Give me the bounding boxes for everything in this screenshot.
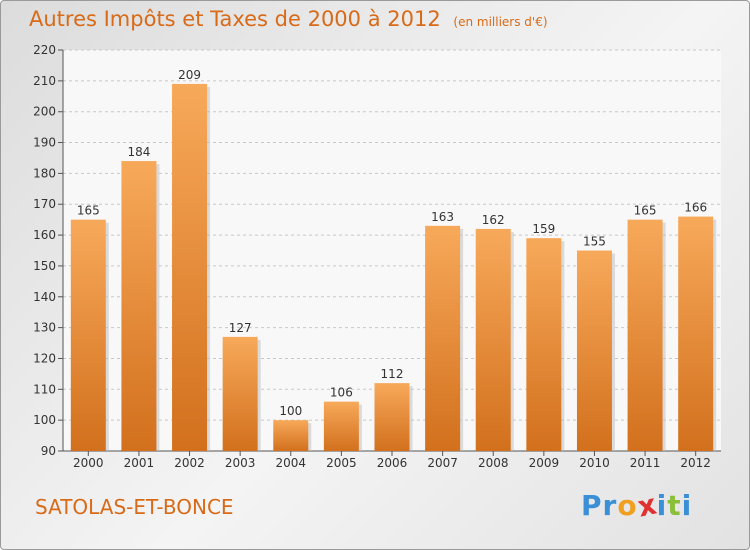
data-label: 100 bbox=[279, 404, 302, 418]
x-tick-label: 2003 bbox=[225, 456, 256, 470]
bar bbox=[121, 161, 157, 452]
bar bbox=[273, 420, 309, 451]
x-tick-label: 2012 bbox=[680, 456, 711, 470]
bar bbox=[222, 336, 258, 451]
data-label: 162 bbox=[482, 213, 505, 227]
bar bbox=[425, 225, 461, 451]
bar bbox=[576, 250, 612, 451]
data-label: 106 bbox=[330, 386, 353, 400]
y-tick-label: 220 bbox=[33, 43, 56, 57]
logo-letter: i bbox=[656, 489, 668, 522]
y-tick-label: 110 bbox=[33, 382, 56, 396]
data-label: 165 bbox=[77, 204, 100, 218]
data-label: 155 bbox=[583, 235, 606, 249]
y-tick-label: 90 bbox=[41, 444, 56, 458]
logo-letter: r bbox=[602, 489, 618, 522]
data-label: 165 bbox=[634, 204, 657, 218]
x-tick-label: 2011 bbox=[630, 456, 661, 470]
x-tick-label: 2007 bbox=[427, 456, 458, 470]
bar bbox=[475, 228, 511, 451]
bar bbox=[172, 83, 208, 451]
y-tick-label: 180 bbox=[33, 166, 56, 180]
y-tick-label: 210 bbox=[33, 74, 56, 88]
x-tick-label: 2008 bbox=[478, 456, 509, 470]
bar bbox=[374, 383, 410, 451]
y-tick-label: 150 bbox=[33, 259, 56, 273]
data-label: 159 bbox=[532, 222, 555, 236]
x-tick-label: 2004 bbox=[275, 456, 306, 470]
x-tick-label: 2002 bbox=[174, 456, 205, 470]
y-tick-label: 160 bbox=[33, 228, 56, 242]
y-tick-label: 200 bbox=[33, 105, 56, 119]
y-tick-label: 190 bbox=[33, 136, 56, 150]
x-tick-label: 2005 bbox=[326, 456, 357, 470]
data-label: 184 bbox=[127, 145, 150, 159]
x-tick-label: 2010 bbox=[579, 456, 610, 470]
data-label: 166 bbox=[684, 201, 707, 215]
logo-letter: P bbox=[581, 489, 603, 522]
bar bbox=[323, 401, 359, 451]
y-tick-label: 140 bbox=[33, 290, 56, 304]
bar bbox=[526, 238, 562, 451]
x-tick-label: 2001 bbox=[124, 456, 155, 470]
logo-letter: t bbox=[667, 489, 682, 522]
proxiti-logo: Proxiti bbox=[581, 487, 693, 523]
logo-letter: o bbox=[617, 489, 638, 522]
chart-title: Autres Impôts et Taxes de 2000 à 2012 (e… bbox=[29, 7, 548, 31]
x-tick-label: 2000 bbox=[73, 456, 104, 470]
data-label: 112 bbox=[381, 367, 404, 381]
data-label: 127 bbox=[229, 321, 252, 335]
data-label: 163 bbox=[431, 210, 454, 224]
logo-letter: i bbox=[681, 489, 693, 522]
chart-subtitle: (en milliers d'€) bbox=[453, 15, 548, 29]
y-tick-label: 120 bbox=[33, 351, 56, 365]
bar bbox=[70, 219, 106, 451]
town-name: SATOLAS-ET-BONCE bbox=[35, 495, 234, 519]
x-tick-label: 2009 bbox=[529, 456, 560, 470]
x-tick-label: 2006 bbox=[377, 456, 408, 470]
y-tick-label: 130 bbox=[33, 321, 56, 335]
data-label: 209 bbox=[178, 68, 201, 82]
chart-title-text: Autres Impôts et Taxes de 2000 à 2012 bbox=[29, 7, 441, 31]
y-tick-label: 170 bbox=[33, 197, 56, 211]
y-tick-label: 100 bbox=[33, 413, 56, 427]
bar bbox=[627, 219, 663, 451]
bar bbox=[678, 216, 714, 451]
